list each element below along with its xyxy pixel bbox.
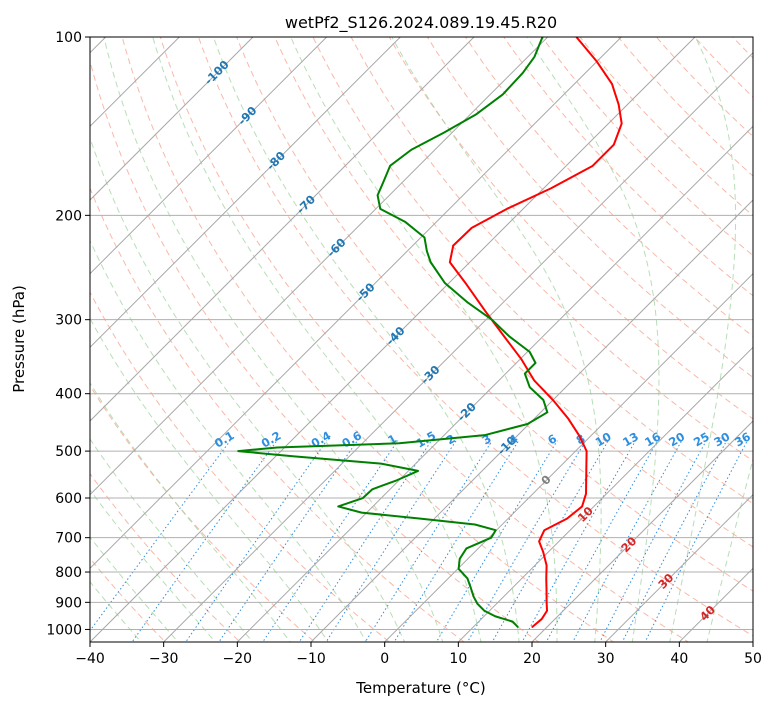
isotherm-line [310, 199, 753, 642]
dry-adiabat-line [236, 37, 753, 592]
mixing-ratio-line [572, 440, 683, 642]
isotherm-line [90, 37, 401, 349]
dry-adiabats [90, 37, 753, 642]
y-tick-label: 700 [55, 531, 82, 547]
x-tick-label: −40 [75, 651, 105, 667]
dry-adiabat-line [350, 37, 753, 462]
x-tick-label: 50 [744, 651, 762, 667]
mixing-ratio-line [599, 440, 707, 642]
mixing-ratio-label: 30 [711, 429, 732, 449]
moist-adiabat-line [90, 317, 329, 642]
y-tick-label: 100 [55, 30, 82, 46]
y-axis: 100 200 300 400 500 600 700 800 900 1000 [46, 30, 90, 638]
mixing-ratio-line [545, 440, 659, 642]
dry-adiabat-line [503, 37, 753, 297]
moist-adiabat-line [212, 37, 520, 642]
x-tick-label: 20 [523, 651, 541, 667]
temperature-trace [448, 37, 623, 628]
moist-adiabat-line [290, 37, 558, 642]
x-tick-label: −20 [223, 651, 253, 667]
mixing-ratio-label: 25 [691, 429, 712, 449]
y-tick-label: 800 [55, 565, 82, 581]
x-tick-label: 0 [380, 651, 389, 667]
mixing-ratio-label: 20 [666, 429, 687, 449]
mixing-ratio-label: 13 [620, 429, 641, 449]
x-axis: −40 −30 −20 −10 0 10 20 30 40 50 [75, 642, 762, 667]
mixing-ratio-label: 16 [642, 429, 663, 449]
x-tick-label: 40 [670, 651, 688, 667]
mixing-ratio-line [393, 440, 520, 642]
isotherm-line [90, 37, 549, 496]
isotherm-line [90, 37, 475, 422]
x-tick-label: −10 [296, 651, 326, 667]
x-tick-label: 10 [449, 651, 467, 667]
isotherm-line [163, 51, 753, 642]
plot-area: -100-90-80-70-60-50-40-30-20-10010203040… [90, 37, 753, 642]
isotherm-line [236, 125, 753, 642]
dewpoint-trace [237, 37, 549, 628]
moist-adiabat-line [391, 37, 602, 642]
y-tick-label: 300 [55, 313, 82, 329]
mixing-ratio-line [185, 440, 328, 642]
x-tick-label: 30 [597, 651, 615, 667]
dry-adiabat-line [90, 186, 465, 642]
mixing-ratio-line [90, 440, 231, 632]
dry-adiabat-line [90, 59, 540, 642]
dry-adiabat-line [90, 472, 241, 642]
dry-adiabat-line [197, 37, 753, 637]
isotherm-line [90, 37, 328, 275]
isotherm-line [457, 346, 753, 642]
mixing-ratio-label: 36 [732, 429, 753, 449]
isotherm-line [90, 37, 254, 201]
y-axis-title: Pressure (hPa) [10, 285, 28, 393]
dry-adiabat-line [90, 291, 391, 642]
y-tick-label: 500 [55, 444, 82, 460]
sounding-traces [237, 37, 623, 628]
isotherm-line [531, 420, 753, 642]
moist-adiabat-line [669, 37, 737, 642]
dry-adiabat-line [159, 37, 690, 642]
isotherm-line [90, 37, 622, 570]
y-tick-label: 600 [55, 491, 82, 507]
dry-adiabat-line [121, 37, 615, 642]
pressure-gridlines [90, 37, 753, 630]
dry-adiabat-line [388, 37, 753, 420]
mixing-ratio-line [466, 440, 587, 642]
isotherm-line [90, 37, 696, 642]
dry-adiabat-line [312, 37, 753, 505]
y-tick-label: 900 [55, 595, 82, 611]
mixing-ratio-line [262, 440, 399, 642]
moist-adiabat-line [526, 37, 660, 642]
plot-frame [89, 36, 754, 643]
isotherm-line [605, 493, 753, 642]
mixing-ratio-line [521, 440, 637, 642]
moist-adiabat-line [152, 37, 482, 642]
mixing-ratio-label: 10 [593, 429, 614, 449]
x-axis-title: Temperature (°C) [355, 679, 485, 697]
dry-adiabat-line [464, 37, 753, 337]
x-tick-label: −30 [149, 651, 179, 667]
dry-adiabat-line [274, 37, 753, 548]
mixing-ratio-line [218, 440, 358, 642]
chart-title: wetPf2_S126.2024.089.19.45.R20 [285, 13, 557, 33]
isotherms [90, 37, 753, 642]
y-tick-label: 1000 [46, 622, 82, 638]
y-tick-label: 200 [55, 208, 82, 224]
mixing-ratio-line [435, 440, 558, 642]
y-tick-label: 400 [55, 387, 82, 403]
